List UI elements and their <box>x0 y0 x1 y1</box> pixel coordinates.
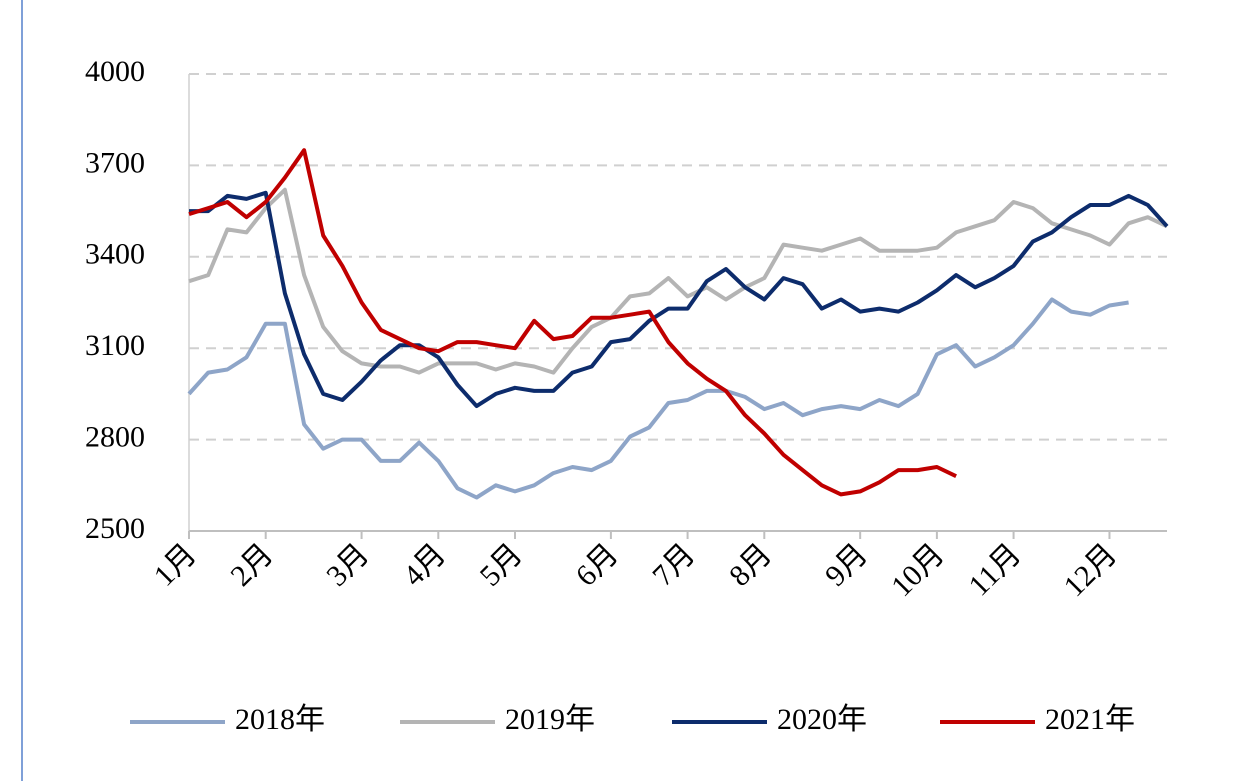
y-tick-label: 4000 <box>85 55 145 88</box>
y-tick-label: 3400 <box>85 238 145 271</box>
y-tick-label: 3700 <box>85 146 145 179</box>
series-line <box>188 187 1168 375</box>
series-line <box>189 190 1169 409</box>
legend-label: 2019年 <box>505 703 595 736</box>
legend-label: 2021年 <box>1045 703 1135 736</box>
series-line <box>188 148 957 497</box>
legend-label: 2018年 <box>235 703 325 736</box>
y-tick-label: 2800 <box>85 420 145 453</box>
frame-edge <box>21 0 23 781</box>
y-tick-label: 2500 <box>85 512 145 545</box>
y-tick-label: 3100 <box>85 329 145 362</box>
series-line <box>187 297 1129 500</box>
legend-label: 2020年 <box>777 703 867 736</box>
